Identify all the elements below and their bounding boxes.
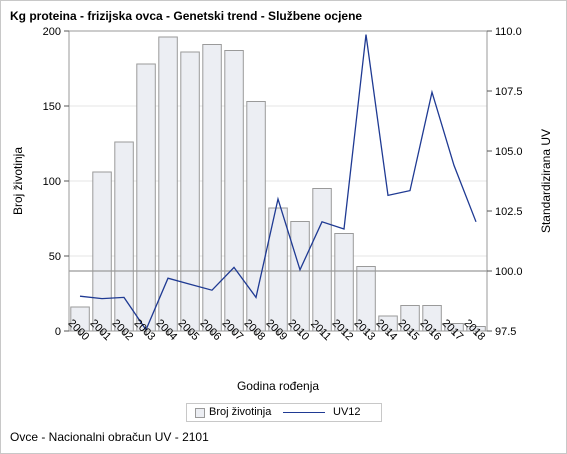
bar <box>158 36 178 332</box>
x-tick-label: 2017 <box>440 317 466 343</box>
y-axis-right-label: Standardizirana UV <box>539 129 553 233</box>
uv12-line <box>79 34 477 332</box>
legend-bar-label: Broj životinja <box>209 406 272 418</box>
y-left-tick-label: 0 <box>55 326 61 338</box>
y-right-tick-label: 102.5 <box>495 206 523 218</box>
bar <box>290 221 310 332</box>
y-axis-left-label: Broj životinja <box>11 147 25 215</box>
y-left-tick-label: 100 <box>43 176 61 188</box>
legend-line-label: UV12 <box>333 406 361 418</box>
chart-title: Kg proteina - frizijska ovca - Genetski … <box>10 9 363 23</box>
footnote: Ovce - Nacionalni obračun UV - 2101 <box>10 430 209 444</box>
bar <box>92 171 112 332</box>
y-right-tick-label: 100.0 <box>495 266 523 278</box>
x-tick-label: 2018 <box>462 317 488 343</box>
legend-line-swatch <box>283 412 325 413</box>
legend-bar-swatch <box>195 408 205 418</box>
bar <box>180 51 200 332</box>
y-right-tick-label: 97.5 <box>495 326 516 338</box>
y-right-tick-label: 107.5 <box>495 86 523 98</box>
bar <box>136 63 156 332</box>
bar <box>312 188 332 332</box>
y-right-tick-label: 105.0 <box>495 146 523 158</box>
bar <box>334 233 354 332</box>
y-right-tick-label: 110.0 <box>495 26 522 38</box>
x-axis-label: Godina rođenja <box>237 379 319 393</box>
y-left-tick-label: 200 <box>43 26 61 38</box>
y-left-tick-label: 50 <box>49 251 61 263</box>
line-series <box>79 34 477 332</box>
legend: Broj životinja UV12 <box>186 403 382 422</box>
bar-series <box>70 36 486 332</box>
bar <box>224 50 244 332</box>
y-left-tick-label: 150 <box>43 101 61 113</box>
bar <box>114 141 134 332</box>
